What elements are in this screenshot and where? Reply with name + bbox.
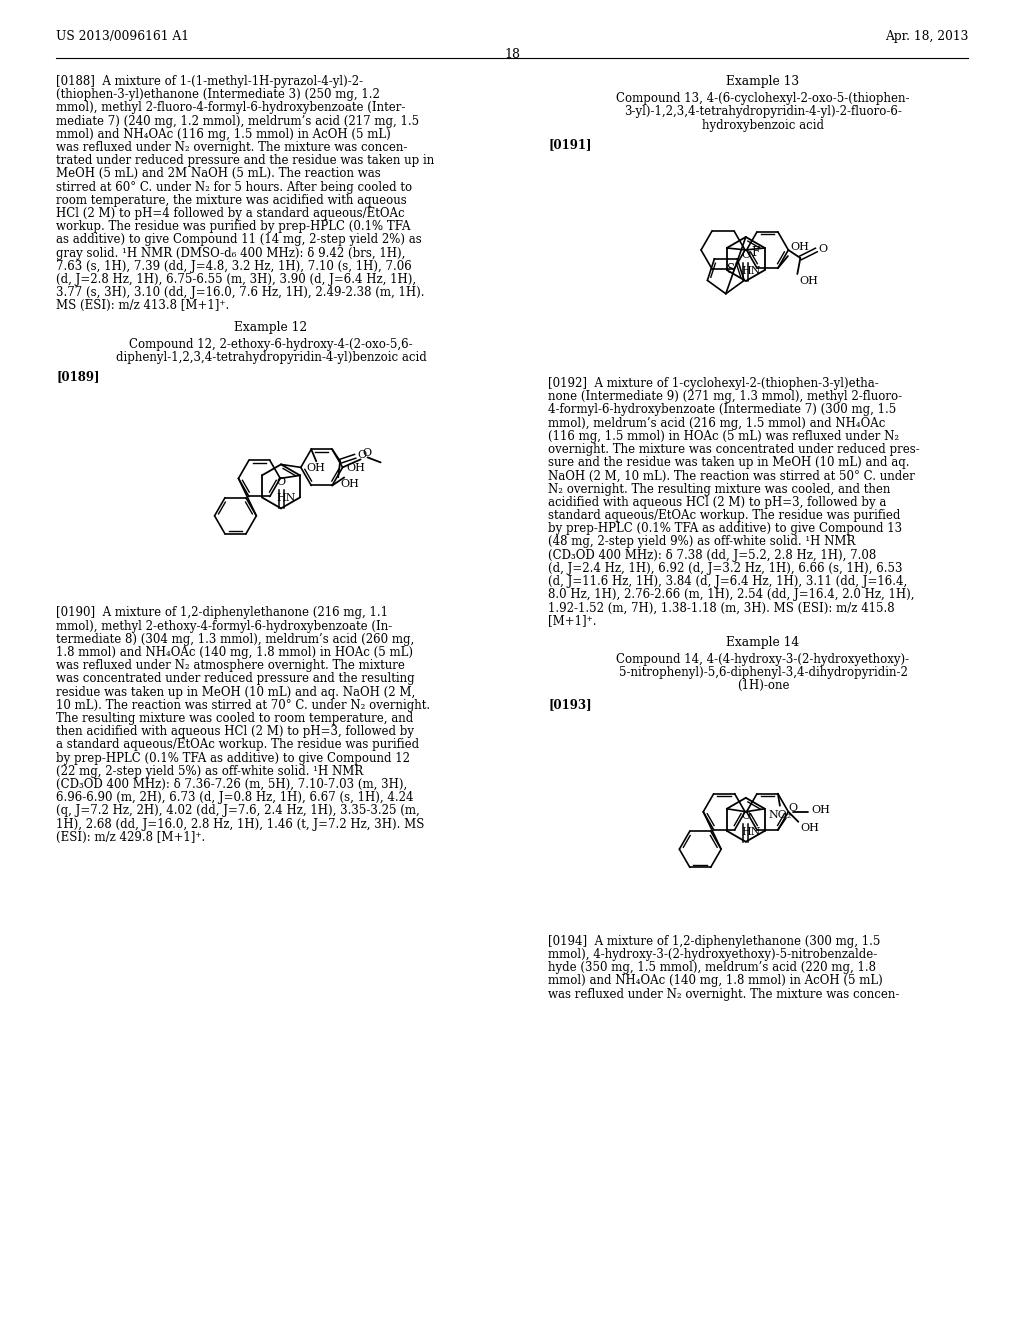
Text: Example 14: Example 14: [726, 636, 800, 649]
Text: was refluxed under N₂ overnight. The mixture was concen-: was refluxed under N₂ overnight. The mix…: [56, 141, 408, 154]
Text: HN: HN: [741, 267, 761, 276]
Text: (ESI): m/z 429.8 [M+1]⁺.: (ESI): m/z 429.8 [M+1]⁺.: [56, 830, 205, 843]
Text: Apr. 18, 2013: Apr. 18, 2013: [885, 30, 968, 44]
Text: Example 12: Example 12: [234, 321, 307, 334]
Text: O: O: [357, 450, 367, 461]
Text: by prep-HPLC (0.1% TFA as additive) to give Compound 13: by prep-HPLC (0.1% TFA as additive) to g…: [548, 523, 902, 535]
Text: none (Intermediate 9) (271 mg, 1.3 mmol), methyl 2-fluoro-: none (Intermediate 9) (271 mg, 1.3 mmol)…: [548, 391, 902, 403]
Text: (thiophen-3-yl)ethanone (Intermediate 3) (250 mg, 1.2: (thiophen-3-yl)ethanone (Intermediate 3)…: [56, 88, 380, 102]
Text: 4-formyl-6-hydroxybenzoate (Intermediate 7) (300 mg, 1.5: 4-formyl-6-hydroxybenzoate (Intermediate…: [548, 404, 896, 416]
Text: The resulting mixture was cooled to room temperature, and: The resulting mixture was cooled to room…: [56, 711, 414, 725]
Text: (CD₃OD 400 MHz): δ 7.38 (dd, J=5.2, 2.8 Hz, 1H), 7.08: (CD₃OD 400 MHz): δ 7.38 (dd, J=5.2, 2.8 …: [548, 549, 877, 561]
Text: 18: 18: [504, 48, 520, 61]
Text: HN: HN: [276, 494, 296, 503]
Text: MS (ESI): m/z 413.8 [M+1]⁺.: MS (ESI): m/z 413.8 [M+1]⁺.: [56, 300, 229, 313]
Text: [0189]: [0189]: [56, 370, 99, 383]
Text: [M+1]⁺.: [M+1]⁺.: [548, 615, 597, 627]
Text: mediate 7) (240 mg, 1.2 mmol), meldrum’s acid (217 mg, 1.5: mediate 7) (240 mg, 1.2 mmol), meldrum’s…: [56, 115, 419, 128]
Text: then acidified with aqueous HCl (2 M) to pH=3, followed by: then acidified with aqueous HCl (2 M) to…: [56, 725, 414, 738]
Text: NaOH (2 M, 10 mL). The reaction was stirred at 50° C. under: NaOH (2 M, 10 mL). The reaction was stir…: [548, 470, 914, 482]
Text: (CD₃OD 400 MHz): δ 7.36-7.26 (m, 5H), 7.10-7.03 (m, 3H),: (CD₃OD 400 MHz): δ 7.36-7.26 (m, 5H), 7.…: [56, 777, 408, 791]
Text: [0190]  A mixture of 1,2-diphenylethanone (216 mg, 1.1: [0190] A mixture of 1,2-diphenylethanone…: [56, 606, 388, 619]
Text: stirred at 60° C. under N₂ for 5 hours. After being cooled to: stirred at 60° C. under N₂ for 5 hours. …: [56, 181, 412, 194]
Text: workup. The residue was purified by prep-HPLC (0.1% TFA: workup. The residue was purified by prep…: [56, 220, 411, 234]
Text: mmol) and NH₄OAc (140 mg, 1.8 mmol) in AcOH (5 mL): mmol) and NH₄OAc (140 mg, 1.8 mmol) in A…: [548, 974, 883, 987]
Text: as additive) to give Compound 11 (14 mg, 2-step yield 2%) as: as additive) to give Compound 11 (14 mg,…: [56, 234, 422, 247]
Text: 6.96-6.90 (m, 2H), 6.73 (d, J=0.8 Hz, 1H), 6.67 (s, 1H), 4.24: 6.96-6.90 (m, 2H), 6.73 (d, J=0.8 Hz, 1H…: [56, 791, 414, 804]
Text: gray solid. ¹H NMR (DMSO-d₆ 400 MHz): δ 9.42 (brs, 1H),: gray solid. ¹H NMR (DMSO-d₆ 400 MHz): δ …: [56, 247, 406, 260]
Text: HCl (2 M) to pH=4 followed by a standard aqueous/EtOAc: HCl (2 M) to pH=4 followed by a standard…: [56, 207, 404, 220]
Text: (48 mg, 2-step yield 9%) as off-white solid. ¹H NMR: (48 mg, 2-step yield 9%) as off-white so…: [548, 536, 855, 548]
Text: O: O: [276, 478, 286, 487]
Text: hydroxybenzoic acid: hydroxybenzoic acid: [702, 119, 824, 132]
Text: MeOH (5 mL) and 2M NaOH (5 mL). The reaction was: MeOH (5 mL) and 2M NaOH (5 mL). The reac…: [56, 168, 381, 181]
Text: O: O: [818, 244, 827, 253]
Text: [0194]  A mixture of 1,2-diphenylethanone (300 mg, 1.5: [0194] A mixture of 1,2-diphenylethanone…: [548, 935, 881, 948]
Text: O: O: [741, 810, 751, 821]
Text: HN: HN: [741, 826, 761, 837]
Text: OH: OH: [306, 463, 326, 474]
Text: F: F: [751, 246, 759, 259]
Text: OH: OH: [340, 479, 359, 490]
Text: NO₂: NO₂: [768, 809, 792, 820]
Text: OH: OH: [346, 463, 365, 474]
Text: (d, J=11.6 Hz, 1H), 3.84 (d, J=6.4 Hz, 1H), 3.11 (dd, J=16.4,: (d, J=11.6 Hz, 1H), 3.84 (d, J=6.4 Hz, 1…: [548, 576, 907, 587]
Text: a standard aqueous/EtOAc workup. The residue was purified: a standard aqueous/EtOAc workup. The res…: [56, 738, 419, 751]
Text: trated under reduced pressure and the residue was taken up in: trated under reduced pressure and the re…: [56, 154, 434, 168]
Text: sure and the residue was taken up in MeOH (10 mL) and aq.: sure and the residue was taken up in MeO…: [548, 457, 909, 469]
Text: 10 mL). The reaction was stirred at 70° C. under N₂ overnight.: 10 mL). The reaction was stirred at 70° …: [56, 698, 430, 711]
Text: [0193]: [0193]: [548, 698, 592, 711]
Text: (q, J=7.2 Hz, 2H), 4.02 (dd, J=7.6, 2.4 Hz, 1H), 3.35-3.25 (m,: (q, J=7.2 Hz, 2H), 4.02 (dd, J=7.6, 2.4 …: [56, 804, 420, 817]
Text: residue was taken up in MeOH (10 mL) and aq. NaOH (2 M,: residue was taken up in MeOH (10 mL) and…: [56, 685, 416, 698]
Text: was refluxed under N₂ atmosphere overnight. The mixture: was refluxed under N₂ atmosphere overnig…: [56, 659, 404, 672]
Text: 5-nitrophenyl)-5,6-diphenyl-3,4-dihydropyridin-2: 5-nitrophenyl)-5,6-diphenyl-3,4-dihydrop…: [618, 667, 907, 680]
Text: 8.0 Hz, 1H), 2.76-2.66 (m, 1H), 2.54 (dd, J=16.4, 2.0 Hz, 1H),: 8.0 Hz, 1H), 2.76-2.66 (m, 1H), 2.54 (dd…: [548, 589, 914, 601]
Text: Compound 14, 4-(4-hydroxy-3-(2-hydroxyethoxy)-: Compound 14, 4-(4-hydroxy-3-(2-hydroxyet…: [616, 653, 909, 667]
Text: (d, J=2.8 Hz, 1H), 6.75-6.55 (m, 3H), 3.90 (d, J=6.4 Hz, 1H),: (d, J=2.8 Hz, 1H), 6.75-6.55 (m, 3H), 3.…: [56, 273, 416, 286]
Text: termediate 8) (304 mg, 1.3 mmol), meldrum’s acid (260 mg,: termediate 8) (304 mg, 1.3 mmol), meldru…: [56, 632, 415, 645]
Text: 3.77 (s, 3H), 3.10 (dd, J=16.0, 7.6 Hz, 1H), 2.49-2.38 (m, 1H).: 3.77 (s, 3H), 3.10 (dd, J=16.0, 7.6 Hz, …: [56, 286, 425, 300]
Text: 3-yl)-1,2,3,4-tetrahydropyridin-4-yl)-2-fluoro-6-: 3-yl)-1,2,3,4-tetrahydropyridin-4-yl)-2-…: [624, 106, 902, 119]
Text: overnight. The mixture was concentrated under reduced pres-: overnight. The mixture was concentrated …: [548, 444, 920, 455]
Text: (116 mg, 1.5 mmol) in HOAc (5 mL) was refluxed under N₂: (116 mg, 1.5 mmol) in HOAc (5 mL) was re…: [548, 430, 899, 442]
Text: O: O: [741, 249, 751, 260]
Text: by prep-HPLC (0.1% TFA as additive) to give Compound 12: by prep-HPLC (0.1% TFA as additive) to g…: [56, 751, 410, 764]
Text: mmol), meldrum’s acid (216 mg, 1.5 mmol) and NH₄OAc: mmol), meldrum’s acid (216 mg, 1.5 mmol)…: [548, 417, 886, 429]
Text: O: O: [787, 803, 797, 813]
Text: OH: OH: [790, 242, 809, 252]
Text: OH: OH: [811, 805, 829, 814]
Text: [0188]  A mixture of 1-(1-methyl-1H-pyrazol-4-yl)-2-: [0188] A mixture of 1-(1-methyl-1H-pyraz…: [56, 75, 364, 88]
Text: Example 13: Example 13: [726, 75, 800, 88]
Text: Compound 12, 2-ethoxy-6-hydroxy-4-(2-oxo-5,6-: Compound 12, 2-ethoxy-6-hydroxy-4-(2-oxo…: [129, 338, 413, 351]
Text: S: S: [727, 263, 735, 276]
Text: O: O: [362, 449, 372, 458]
Text: 1H), 2.68 (dd, J=16.0, 2.8 Hz, 1H), 1.46 (t, J=7.2 Hz, 3H). MS: 1H), 2.68 (dd, J=16.0, 2.8 Hz, 1H), 1.46…: [56, 817, 424, 830]
Text: room temperature, the mixture was acidified with aqueous: room temperature, the mixture was acidif…: [56, 194, 407, 207]
Text: 7.63 (s, 1H), 7.39 (dd, J=4.8, 3.2 Hz, 1H), 7.10 (s, 1H), 7.06: 7.63 (s, 1H), 7.39 (dd, J=4.8, 3.2 Hz, 1…: [56, 260, 412, 273]
Text: OH: OH: [801, 822, 819, 833]
Text: OH: OH: [800, 276, 818, 286]
Text: was concentrated under reduced pressure and the resulting: was concentrated under reduced pressure …: [56, 672, 415, 685]
Text: N₂ overnight. The resulting mixture was cooled, and then: N₂ overnight. The resulting mixture was …: [548, 483, 891, 495]
Text: 1.92-1.52 (m, 7H), 1.38-1.18 (m, 3H). MS (ESI): m/z 415.8: 1.92-1.52 (m, 7H), 1.38-1.18 (m, 3H). MS…: [548, 602, 895, 614]
Text: standard aqueous/EtOAc workup. The residue was purified: standard aqueous/EtOAc workup. The resid…: [548, 510, 900, 521]
Text: hyde (350 mg, 1.5 mmol), meldrum’s acid (220 mg, 1.8: hyde (350 mg, 1.5 mmol), meldrum’s acid …: [548, 961, 876, 974]
Text: (d, J=2.4 Hz, 1H), 6.92 (d, J=3.2 Hz, 1H), 6.66 (s, 1H), 6.53: (d, J=2.4 Hz, 1H), 6.92 (d, J=3.2 Hz, 1H…: [548, 562, 902, 574]
Text: mmol), methyl 2-fluoro-4-formyl-6-hydroxybenzoate (Inter-: mmol), methyl 2-fluoro-4-formyl-6-hydrox…: [56, 102, 406, 115]
Text: mmol) and NH₄OAc (116 mg, 1.5 mmol) in AcOH (5 mL): mmol) and NH₄OAc (116 mg, 1.5 mmol) in A…: [56, 128, 391, 141]
Text: US 2013/0096161 A1: US 2013/0096161 A1: [56, 30, 189, 44]
Text: mmol), methyl 2-ethoxy-4-formyl-6-hydroxybenzoate (In-: mmol), methyl 2-ethoxy-4-formyl-6-hydrox…: [56, 619, 392, 632]
Text: Compound 13, 4-(6-cyclohexyl-2-oxo-5-(thiophen-: Compound 13, 4-(6-cyclohexyl-2-oxo-5-(th…: [616, 92, 909, 106]
Text: [0191]: [0191]: [548, 137, 592, 150]
Text: 1.8 mmol) and NH₄OAc (140 mg, 1.8 mmol) in HOAc (5 mL): 1.8 mmol) and NH₄OAc (140 mg, 1.8 mmol) …: [56, 645, 413, 659]
Text: [0192]  A mixture of 1-cyclohexyl-2-(thiophen-3-yl)etha-: [0192] A mixture of 1-cyclohexyl-2-(thio…: [548, 378, 879, 389]
Text: was refluxed under N₂ overnight. The mixture was concen-: was refluxed under N₂ overnight. The mix…: [548, 987, 899, 1001]
Text: diphenyl-1,2,3,4-tetrahydropyridin-4-yl)benzoic acid: diphenyl-1,2,3,4-tetrahydropyridin-4-yl)…: [116, 351, 426, 364]
Text: acidified with aqueous HCl (2 M) to pH=3, followed by a: acidified with aqueous HCl (2 M) to pH=3…: [548, 496, 887, 508]
Text: mmol), 4-hydroxy-3-(2-hydroxyethoxy)-5-nitrobenzalde-: mmol), 4-hydroxy-3-(2-hydroxyethoxy)-5-n…: [548, 948, 878, 961]
Text: (1H)-one: (1H)-one: [736, 680, 790, 693]
Text: (22 mg, 2-step yield 5%) as off-white solid. ¹H NMR: (22 mg, 2-step yield 5%) as off-white so…: [56, 764, 364, 777]
